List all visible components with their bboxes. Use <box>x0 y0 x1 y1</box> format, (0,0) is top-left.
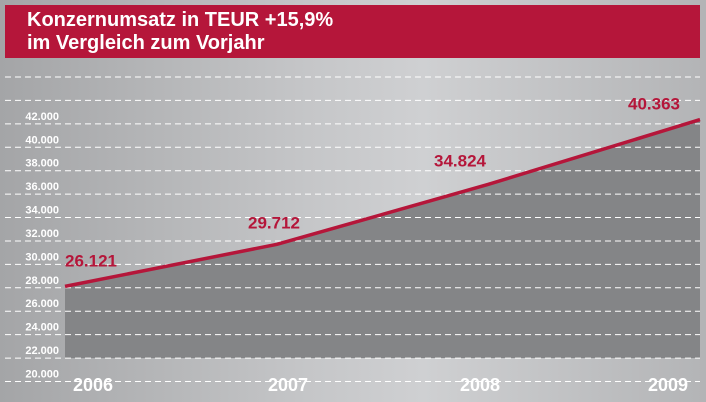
y-tick-label: 32.000 <box>25 228 59 240</box>
x-tick-label: 2009 <box>648 375 688 395</box>
y-tick-label: 22.000 <box>25 345 59 357</box>
y-tick-label: 36.000 <box>25 181 59 193</box>
y-tick-label: 20.000 <box>25 369 59 381</box>
y-tick-label: 34.000 <box>25 205 59 217</box>
data-label: 26.121 <box>65 251 117 270</box>
data-label: 40.363 <box>628 95 680 114</box>
y-tick-label: 42.000 <box>25 111 59 123</box>
y-tick-label: 24.000 <box>25 322 59 334</box>
chart-title: Konzernumsatz in TEUR +15,9% <box>27 9 334 31</box>
y-tick-label: 28.000 <box>25 275 59 287</box>
series-line <box>64 117 701 289</box>
y-tick-label: 40.000 <box>25 134 59 146</box>
y-tick-label: 26.000 <box>25 298 59 310</box>
y-tick-label: 38.000 <box>25 158 59 170</box>
y-tick-label: 30.000 <box>25 251 59 263</box>
x-tick-label: 2007 <box>268 375 308 395</box>
title-banner: Konzernumsatz in TEUR +15,9% im Vergleic… <box>5 5 700 58</box>
x-tick-label: 2006 <box>73 375 113 395</box>
area-fill <box>65 119 700 358</box>
x-tick-label: 2008 <box>460 375 500 395</box>
data-label: 29.712 <box>248 213 300 232</box>
data-label: 34.824 <box>434 151 487 170</box>
chart-subtitle: im Vergleich zum Vorjahr <box>27 32 265 54</box>
